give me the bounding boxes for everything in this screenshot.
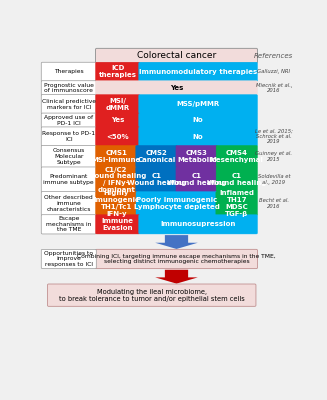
Text: Becht et al.
2016: Becht et al. 2016: [259, 198, 289, 209]
FancyBboxPatch shape: [41, 81, 96, 95]
FancyBboxPatch shape: [136, 192, 217, 216]
FancyBboxPatch shape: [136, 167, 177, 192]
Text: Response to PD-1
ICI: Response to PD-1 ICI: [42, 131, 95, 142]
FancyBboxPatch shape: [176, 146, 217, 168]
Text: Soldevilla et
al., 2019: Soldevilla et al., 2019: [258, 174, 290, 185]
Text: Yes: Yes: [111, 117, 124, 123]
FancyBboxPatch shape: [41, 192, 96, 216]
FancyBboxPatch shape: [95, 48, 257, 63]
Text: CMS2
Canonical: CMS2 Canonical: [137, 150, 176, 163]
FancyBboxPatch shape: [41, 167, 96, 192]
Text: References: References: [254, 53, 293, 59]
Polygon shape: [155, 270, 198, 284]
FancyBboxPatch shape: [41, 113, 96, 128]
FancyBboxPatch shape: [95, 94, 140, 114]
Text: Miecnik et al.,
2016: Miecnik et al., 2016: [255, 83, 292, 93]
FancyBboxPatch shape: [95, 113, 140, 128]
Text: Immunomodulatory therapies: Immunomodulatory therapies: [139, 69, 257, 75]
FancyBboxPatch shape: [139, 127, 257, 146]
Text: CMS1
MSI-Immune: CMS1 MSI-Immune: [92, 150, 141, 163]
Text: MSS/pMMR: MSS/pMMR: [177, 101, 220, 107]
FancyBboxPatch shape: [41, 215, 96, 234]
FancyBboxPatch shape: [216, 146, 257, 168]
Polygon shape: [155, 235, 198, 249]
FancyBboxPatch shape: [95, 167, 137, 192]
Text: Galluzzi, NRI: Galluzzi, NRI: [257, 69, 290, 74]
FancyBboxPatch shape: [216, 192, 257, 216]
Text: Predominant
immune subtype: Predominant immune subtype: [43, 174, 94, 185]
Text: Le et al. 2015;
Schrock et al.
2019: Le et al. 2015; Schrock et al. 2019: [255, 129, 293, 144]
FancyBboxPatch shape: [95, 192, 137, 216]
FancyBboxPatch shape: [95, 127, 140, 146]
Text: Approved use of
PD-1 ICI: Approved use of PD-1 ICI: [44, 115, 93, 126]
Text: Opportunities to
improve
responses to ICI: Opportunities to improve responses to IC…: [44, 251, 93, 267]
FancyBboxPatch shape: [139, 62, 257, 82]
FancyBboxPatch shape: [139, 94, 257, 114]
Text: Modulating the ileal microbiome,
to break tolerance to tumor and/or epithelial s: Modulating the ileal microbiome, to brea…: [59, 289, 245, 302]
Text: Guinney et al.
2015: Guinney et al. 2015: [255, 151, 292, 162]
FancyBboxPatch shape: [41, 127, 96, 146]
Text: Inflamed
TH17
MDSC
TGF-β: Inflamed TH17 MDSC TGF-β: [219, 190, 254, 217]
FancyBboxPatch shape: [139, 113, 257, 128]
Text: C1
Wound healing: C1 Wound healing: [167, 173, 226, 186]
Text: Escape
mechanisms in
the TME: Escape mechanisms in the TME: [46, 216, 92, 232]
Text: Other described
immune
characteristics: Other described immune characteristics: [44, 196, 93, 212]
FancyBboxPatch shape: [95, 249, 257, 269]
Text: Combining ICI, targeting immune escape mechanisms in the TME,
selecting distinct: Combining ICI, targeting immune escape m…: [77, 254, 276, 264]
Text: MSI/
dMMR: MSI/ dMMR: [106, 98, 130, 110]
Text: Consensus
Molecular
Subtype: Consensus Molecular Subtype: [53, 148, 85, 165]
Text: Immune
Evasion: Immune Evasion: [102, 218, 134, 231]
Text: C1
Wound healing: C1 Wound healing: [207, 173, 267, 186]
FancyBboxPatch shape: [41, 146, 96, 168]
Text: CMS4
Mesenchymal: CMS4 Mesenchymal: [210, 150, 264, 163]
FancyBboxPatch shape: [95, 146, 137, 168]
Text: No: No: [193, 134, 203, 140]
FancyBboxPatch shape: [216, 167, 257, 192]
Text: Poorly immunogenic
Lymphocyte depleted: Poorly immunogenic Lymphocyte depleted: [133, 197, 219, 210]
Text: Colorectal cancer: Colorectal cancer: [137, 51, 216, 60]
FancyBboxPatch shape: [95, 62, 140, 82]
Text: Therapies: Therapies: [54, 69, 84, 74]
FancyBboxPatch shape: [139, 215, 257, 234]
Text: Prognostic value
of immunoscore: Prognostic value of immunoscore: [44, 83, 94, 93]
Text: Immunosupression: Immunosupression: [160, 221, 236, 227]
FancyBboxPatch shape: [136, 146, 177, 168]
FancyBboxPatch shape: [47, 284, 256, 306]
Text: C1
Wound healing: C1 Wound healing: [127, 173, 186, 186]
Text: ICD
therapies: ICD therapies: [99, 66, 137, 78]
FancyBboxPatch shape: [41, 249, 96, 269]
FancyBboxPatch shape: [95, 215, 140, 234]
Text: CMS3
Metabolic: CMS3 Metabolic: [177, 150, 216, 163]
Text: <50%: <50%: [106, 134, 129, 140]
Text: Highly
Imunogenic
TH1/Tc1
IFN-y: Highly Imunogenic TH1/Tc1 IFN-y: [93, 190, 139, 217]
FancyBboxPatch shape: [176, 167, 217, 192]
Text: Clinical predictive
markers for ICI: Clinical predictive markers for ICI: [42, 99, 96, 110]
FancyBboxPatch shape: [41, 62, 96, 82]
FancyBboxPatch shape: [41, 94, 96, 114]
Text: Yes: Yes: [170, 85, 183, 91]
Text: No: No: [193, 117, 203, 123]
FancyBboxPatch shape: [95, 81, 257, 95]
Text: C1/C2
Wound healing
/ IFNy-
dominant: C1/C2 Wound healing / IFNy- dominant: [87, 166, 146, 193]
